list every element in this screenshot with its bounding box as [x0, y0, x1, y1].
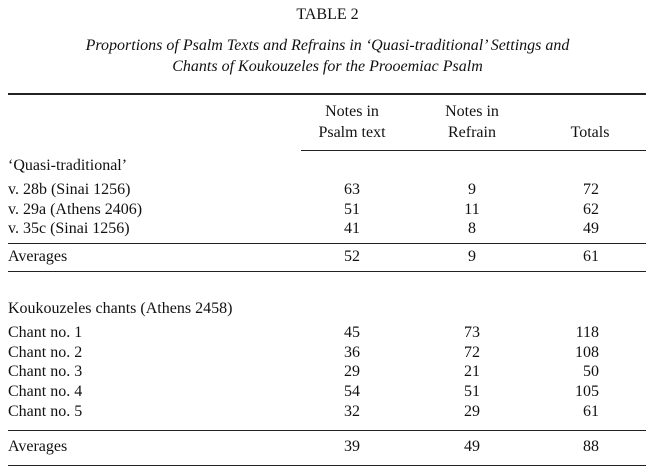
row-label: Chant no. 3 [8, 363, 83, 380]
header-refrain-line2: Refrain [448, 124, 496, 141]
cell-psalm: 36 [344, 344, 360, 361]
cell-total: 61 [583, 248, 599, 265]
rule [8, 243, 646, 244]
cell-refrain: 51 [464, 383, 480, 400]
cell-refrain: 29 [464, 403, 480, 420]
table-caption-line1: Proportions of Psalm Texts and Refrains … [85, 37, 570, 54]
table-caption-line2: Chants of Koukouzeles for the Prooemiac … [172, 58, 483, 75]
row-label: v. 29a (Athens 2406) [8, 201, 143, 218]
row-label: Chant no. 4 [8, 383, 83, 400]
top-rule [8, 93, 646, 95]
cell-total: 108 [575, 344, 599, 361]
row-label: Averages [8, 248, 68, 265]
cell-psalm: 39 [344, 438, 360, 455]
group-heading: Koukouzeles chants (Athens 2458) [8, 300, 233, 317]
cell-total: 62 [583, 201, 599, 218]
cell-psalm: 52 [344, 248, 360, 265]
cell-psalm: 51 [344, 201, 360, 218]
cell-refrain: 21 [464, 363, 480, 380]
cell-psalm: 63 [344, 181, 360, 198]
cell-refrain: 8 [468, 220, 476, 237]
cell-psalm: 32 [344, 403, 360, 420]
cell-psalm: 45 [344, 324, 360, 341]
header-totals: Totals [570, 124, 610, 141]
rule [8, 271, 646, 272]
row-label: v. 28b (Sinai 1256) [8, 181, 131, 198]
header-rule [301, 150, 646, 151]
cell-total: 72 [583, 181, 599, 198]
header-refrain-line1: Notes in [445, 103, 499, 120]
cell-total: 105 [575, 383, 599, 400]
cell-total: 61 [583, 403, 599, 420]
row-label: Averages [8, 438, 68, 455]
cell-total: 50 [583, 363, 599, 380]
cell-psalm: 41 [344, 220, 360, 237]
cell-total: 118 [575, 324, 599, 341]
header-psalm-line2: Psalm text [318, 124, 386, 141]
cell-refrain: 73 [464, 324, 480, 341]
rule [8, 430, 646, 431]
cell-psalm: 29 [344, 363, 360, 380]
cell-refrain: 9 [468, 181, 476, 198]
cell-psalm: 54 [344, 383, 360, 400]
bottom-rule [8, 465, 646, 466]
row-label: v. 35c (Sinai 1256) [8, 220, 130, 237]
table-title: TABLE 2 [296, 6, 359, 23]
header-psalm-line1: Notes in [325, 103, 379, 120]
row-label: Chant no. 2 [8, 344, 83, 361]
cell-refrain: 49 [464, 438, 480, 455]
cell-total: 88 [583, 438, 599, 455]
cell-refrain: 9 [468, 248, 476, 265]
cell-total: 49 [583, 220, 599, 237]
cell-refrain: 72 [464, 344, 480, 361]
group-heading: ‘Quasi-traditional’ [8, 157, 128, 174]
row-label: Chant no. 5 [8, 403, 83, 420]
cell-refrain: 11 [464, 201, 480, 218]
row-label: Chant no. 1 [8, 324, 83, 341]
